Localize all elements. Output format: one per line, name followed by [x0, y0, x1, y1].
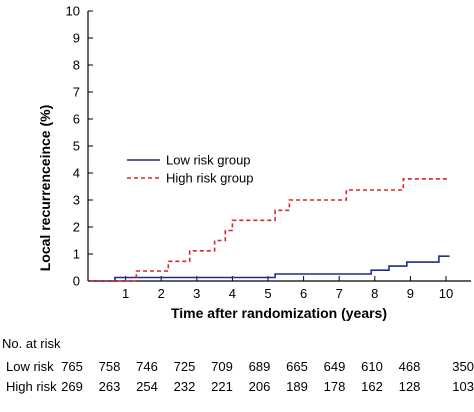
at-risk-value: 468	[399, 359, 421, 374]
at-risk-value: 350	[452, 359, 474, 374]
at-risk-value: 189	[286, 379, 308, 394]
x-tick-label: 4	[229, 286, 236, 301]
y-tick-label: 9	[73, 31, 80, 46]
x-tick-label: 8	[371, 286, 378, 301]
x-tick-label: 10	[439, 286, 453, 301]
series-line-low-risk-group	[90, 255, 450, 282]
y-axis-ticks: 0 1 2 3 4 5 6 7 8 9 10	[66, 4, 93, 289]
y-tick-label: 1	[73, 247, 80, 262]
legend: Low risk group High risk group	[127, 153, 253, 186]
at-risk-value: 610	[361, 359, 383, 374]
at-risk-header: No. at risk	[2, 336, 61, 351]
y-tick-label: 7	[73, 85, 80, 100]
x-tick-label: 9	[407, 286, 414, 301]
y-tick-label: 6	[73, 112, 80, 127]
y-tick-label: 10	[66, 4, 80, 19]
at-risk-row-label: Low risk	[6, 359, 54, 374]
x-tick-label: 1	[122, 286, 129, 301]
x-tick-label: 7	[336, 286, 343, 301]
at-risk-value: 128	[399, 379, 421, 394]
at-risk-value: 746	[136, 359, 158, 374]
y-tick-label: 3	[73, 193, 80, 208]
series-lines	[90, 178, 450, 282]
at-risk-value: 254	[136, 379, 158, 394]
y-tick-label: 5	[73, 139, 80, 154]
at-risk-value: 758	[99, 359, 121, 374]
y-tick-label: 0	[73, 274, 80, 289]
at-risk-value: 689	[249, 359, 271, 374]
at-risk-row-label: High risk	[6, 379, 57, 394]
legend-label: Low risk group	[166, 153, 251, 168]
legend-label: High risk group	[166, 171, 253, 186]
y-tick-label: 8	[73, 58, 80, 73]
at-risk-value: 162	[361, 379, 383, 394]
at-risk-table: No. at risk Low risk 765 758 746 725 709 689 665…	[2, 336, 474, 394]
at-risk-value: 103	[452, 379, 474, 394]
x-tick-label: 6	[300, 286, 307, 301]
series-line-high-risk-group	[90, 178, 450, 282]
at-risk-value: 709	[211, 359, 233, 374]
at-risk-value: 765	[61, 359, 83, 374]
x-tick-label: 5	[264, 286, 271, 301]
at-risk-value: 221	[211, 379, 233, 394]
y-tick-label: 2	[73, 220, 80, 235]
at-risk-value: 263	[99, 379, 121, 394]
x-tick-label: 3	[193, 286, 200, 301]
at-risk-value: 649	[324, 359, 346, 374]
y-tick-label: 4	[73, 166, 80, 181]
y-axis-title: Local recurrenceince (%)	[37, 105, 53, 272]
x-tick-label: 2	[158, 286, 165, 301]
x-axis-ticks: 1 2 3 4 5 6 7 8 9 10	[122, 276, 453, 301]
at-risk-value: 232	[174, 379, 196, 394]
x-axis-title: Time after randomization (years)	[171, 305, 387, 321]
plot-axes	[87, 11, 471, 282]
at-risk-value: 178	[324, 379, 346, 394]
at-risk-value: 725	[174, 359, 196, 374]
at-risk-value: 665	[286, 359, 308, 374]
at-risk-value: 206	[249, 379, 271, 394]
at-risk-value: 269	[61, 379, 83, 394]
